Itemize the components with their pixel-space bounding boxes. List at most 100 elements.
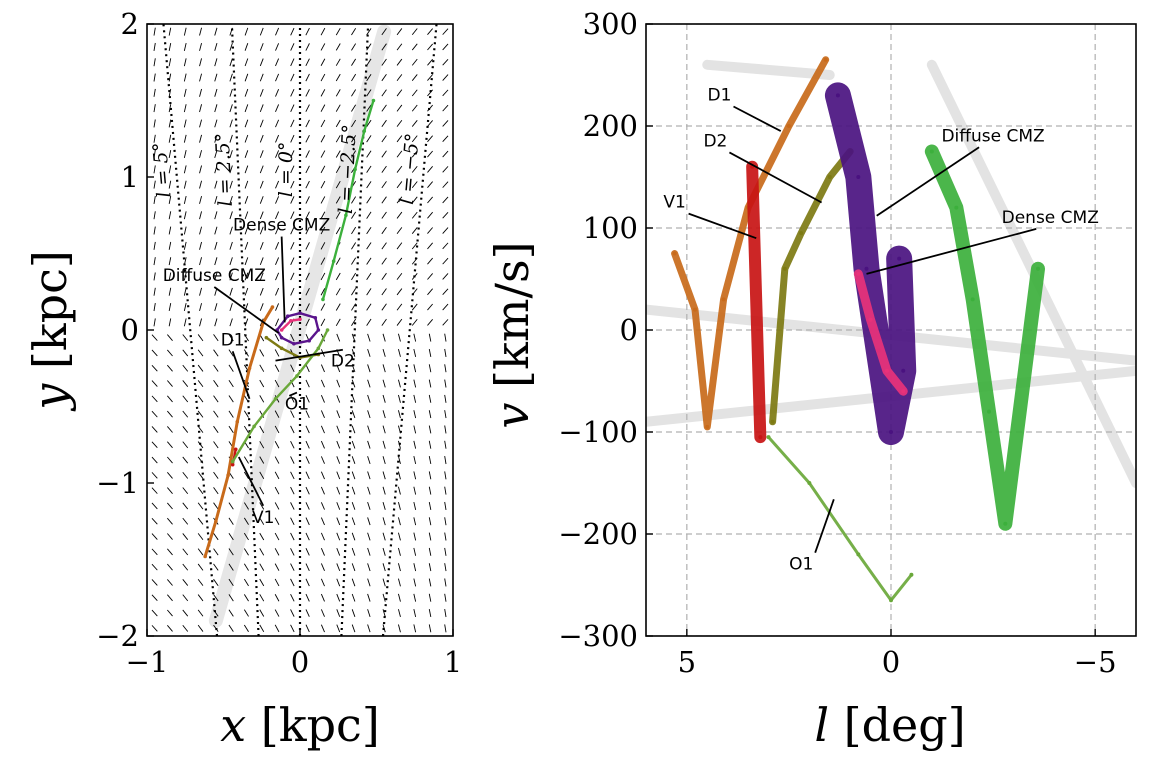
velocity-vector — [351, 226, 357, 235]
velocity-vector — [320, 517, 325, 526]
velocity-vector — [213, 563, 219, 571]
velocity-vector — [259, 395, 265, 403]
velocity-vector — [413, 379, 417, 388]
velocity-vector — [428, 517, 432, 526]
longitude-line-0 — [162, 24, 219, 636]
velocity-vector — [382, 547, 386, 556]
velocity-vector — [290, 364, 295, 373]
velocity-vector — [398, 532, 401, 541]
xy-point-dense-cmz-0 — [279, 328, 284, 332]
velocity-vector — [290, 471, 295, 480]
velocity-vector — [367, 502, 371, 510]
velocity-vector — [398, 348, 401, 357]
velocity-vector — [428, 394, 432, 403]
velocity-vector — [396, 242, 403, 250]
velocity-vector — [396, 288, 403, 296]
lv-point-v1-1 — [758, 435, 763, 440]
velocity-vector — [151, 594, 158, 602]
xy-point-o1-3 — [295, 374, 299, 378]
velocity-vector — [213, 502, 219, 510]
velocity-vector — [442, 242, 449, 250]
velocity-vector — [214, 42, 218, 51]
velocity-vector — [444, 440, 447, 449]
velocity-vector — [153, 180, 156, 189]
velocity-vector — [182, 579, 189, 586]
velocity-vector — [396, 150, 403, 158]
xy-point-diffuse-cmz-1 — [285, 314, 290, 319]
velocity-vector — [197, 563, 204, 571]
velocity-vector — [228, 548, 234, 556]
velocity-vector — [244, 257, 249, 266]
velocity-vector — [167, 395, 173, 403]
velocity-vector — [213, 548, 219, 556]
velocity-vector — [398, 517, 401, 526]
velocity-vector — [428, 593, 432, 602]
velocity-vector — [320, 364, 325, 373]
velocity-vector — [228, 364, 234, 372]
velocity-vector — [320, 563, 325, 572]
velocity-vector — [199, 241, 202, 250]
velocity-vector — [183, 119, 187, 128]
velocity-vector — [351, 410, 356, 419]
xy-point-o1-2 — [273, 397, 278, 401]
velocity-vector — [442, 135, 449, 143]
velocity-vector — [259, 594, 265, 602]
velocity-vector — [259, 425, 265, 434]
velocity-vector — [351, 547, 356, 556]
velocity-vector — [167, 472, 173, 479]
velocity-vector — [151, 472, 158, 479]
velocity-vector — [367, 609, 371, 617]
velocity-vector — [259, 303, 264, 311]
lv-point-d1-5 — [786, 124, 791, 128]
velocity-vector — [197, 425, 204, 433]
velocity-vector — [351, 624, 356, 633]
panel-xy-map: l = 5° l = 2.5° l = 0° l = −2.5° l = −5° Den… — [23, 7, 462, 752]
velocity-vector — [290, 624, 295, 633]
velocity-vector — [413, 547, 417, 556]
velocity-vector — [151, 517, 158, 525]
velocity-vector — [290, 532, 295, 541]
velocity-vector — [427, 273, 433, 280]
velocity-vector — [182, 594, 189, 602]
velocity-vector — [413, 364, 417, 373]
velocity-vector — [244, 226, 249, 235]
velocity-vector — [411, 150, 418, 158]
velocity-vector — [351, 440, 356, 449]
lv-ytick-label-2: −100 — [558, 415, 638, 449]
velocity-vector — [168, 257, 172, 266]
velocity-vector — [153, 165, 156, 174]
lv-ylabel-var: v — [485, 403, 539, 429]
xy-point-dense-cmz-1 — [289, 319, 293, 323]
xy-point-far-side-arm-1 — [331, 259, 336, 263]
velocity-vector — [153, 88, 156, 97]
xy-point-diffuse-cmz-4 — [316, 328, 321, 332]
velocity-vector — [151, 410, 158, 418]
velocity-vector — [229, 287, 233, 296]
velocity-vector — [336, 486, 341, 495]
velocity-vector — [367, 578, 371, 587]
velocity-vector — [213, 594, 219, 602]
velocity-vector — [167, 548, 173, 556]
velocity-vector — [290, 272, 295, 281]
velocity-vector — [320, 532, 325, 541]
longitude-label-3: l = −2.5° — [335, 124, 361, 215]
velocity-vector — [274, 471, 280, 480]
velocity-vector — [243, 594, 249, 602]
velocity-vector — [243, 410, 249, 418]
velocity-vector — [398, 364, 401, 373]
velocity-vector — [320, 471, 325, 480]
velocity-vector — [214, 150, 218, 159]
lv-x-axis-title: l [deg] — [814, 698, 965, 752]
velocity-vector — [444, 471, 447, 480]
velocity-vector — [197, 533, 204, 541]
velocity-vector — [228, 594, 234, 602]
velocity-vector — [275, 150, 280, 158]
velocity-vector — [305, 624, 310, 633]
velocity-vector — [382, 593, 386, 602]
velocity-vector — [229, 43, 233, 51]
lv-xtick-label-2: −5 — [1074, 645, 1117, 679]
velocity-vector — [351, 456, 356, 464]
velocity-vector — [167, 410, 173, 418]
velocity-vector — [411, 89, 418, 97]
velocity-vector — [367, 593, 371, 602]
